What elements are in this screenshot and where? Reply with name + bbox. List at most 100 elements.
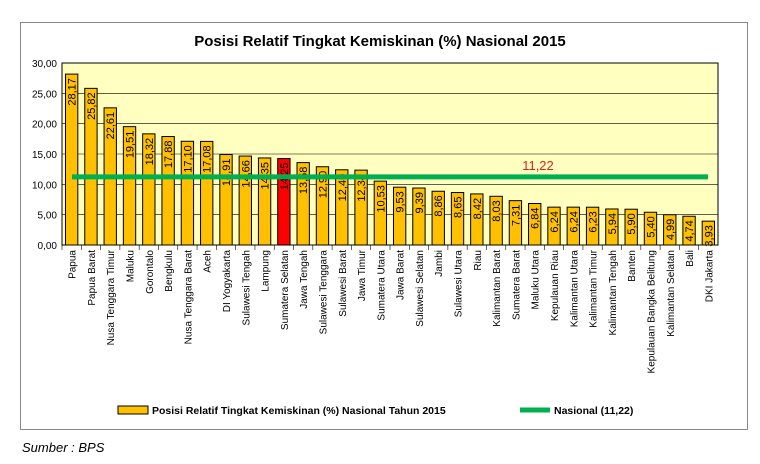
reference-line-label: 11,22	[522, 158, 554, 173]
bar	[335, 169, 349, 246]
x-tick-label: Sulawesi Selatan	[415, 250, 426, 327]
data-label: 8,03	[491, 200, 503, 221]
y-tick-label: 20,00	[32, 120, 57, 131]
y-tick-label: 25,00	[32, 89, 57, 100]
x-tick-label: Jawa Barat	[396, 250, 407, 300]
x-tick-label: Lampung	[261, 250, 272, 292]
bar	[200, 140, 214, 246]
x-tick-label: Jawa Timur	[357, 249, 368, 301]
data-label: 12,34	[356, 174, 368, 202]
bar	[142, 133, 156, 246]
x-tick-label: Sulawesi Barat	[338, 250, 349, 317]
bar	[257, 157, 272, 246]
x-tick-label: Sumatera Barat	[511, 250, 522, 320]
x-tick-label: DKI Jakarta	[704, 250, 715, 303]
bar	[663, 214, 677, 246]
data-label: 8,86	[433, 195, 445, 216]
data-label: 6,23	[588, 211, 600, 232]
data-label: 18,32	[144, 138, 156, 166]
bar	[547, 206, 561, 246]
x-tick-label: DI Yogyakarta	[222, 250, 233, 313]
bar	[412, 187, 426, 246]
bar	[161, 136, 175, 246]
bar	[277, 158, 291, 246]
data-label: 13,58	[298, 167, 310, 195]
data-label: 17,88	[163, 141, 175, 169]
bar	[528, 203, 542, 246]
data-label: 17,10	[182, 145, 194, 173]
y-tick-label: 5,00	[38, 211, 58, 222]
x-tick-label: Nusa Tenggara Timur	[106, 249, 117, 345]
y-tick-label: 30,00	[32, 59, 57, 70]
x-tick-label: Sulawesi Utara	[454, 250, 465, 318]
data-label: 8,42	[472, 198, 484, 219]
bar	[373, 180, 388, 246]
x-tick-label: Kepulauan Bangka Belitung	[646, 250, 657, 373]
x-tick-label: Sulawesi Tenggara	[318, 250, 329, 335]
data-label: 7,31	[510, 205, 522, 226]
data-label: 28,17	[67, 78, 79, 106]
bar	[122, 126, 137, 246]
data-label: 8,65	[453, 197, 465, 218]
y-tick-label: 0,00	[38, 241, 58, 252]
x-tick-label: Sumatera Utara	[376, 250, 387, 321]
bar	[508, 200, 523, 246]
x-tick-label: Papua Barat	[87, 250, 98, 306]
data-label: 14,91	[221, 159, 233, 187]
x-tick-label: Jambi	[434, 250, 445, 277]
data-label: 22,61	[105, 112, 117, 140]
y-tick-label: 15,00	[32, 150, 57, 161]
x-tick-label: Kalimantan Timur	[589, 249, 600, 327]
x-tick-label: Kepulauan Riau	[550, 250, 561, 321]
bar	[489, 195, 503, 246]
x-tick-label: Kalimantan Tengah	[608, 250, 619, 335]
x-tick-label: Sulawesi Tengah	[241, 250, 252, 325]
data-label: 6,24	[568, 211, 580, 232]
data-label: 9,39	[414, 192, 426, 213]
x-tick-label: Maluku Utara	[531, 250, 542, 310]
data-label: 10,53	[375, 185, 387, 213]
x-tick-label: Maluku	[126, 250, 137, 282]
x-tick-label: Aceh	[203, 250, 214, 273]
bar	[296, 162, 310, 246]
data-label: 17,08	[202, 145, 214, 173]
x-tick-label: Sumatera Selatan	[280, 250, 291, 330]
bar	[701, 220, 716, 246]
bar	[84, 87, 98, 246]
x-tick-label: Riau	[473, 250, 484, 271]
data-label: 5,90	[626, 213, 638, 234]
bar	[682, 215, 696, 246]
chart-title: Posisi Relatif Tingkat Kemiskinan (%) Na…	[194, 33, 566, 50]
x-tick-label: Papua	[68, 250, 79, 279]
bar	[470, 193, 484, 246]
legend-bar-swatch	[117, 405, 149, 415]
y-tick-label: 10,00	[32, 180, 57, 191]
x-tick-label: Kalimantan Barat	[492, 250, 503, 327]
bar	[64, 73, 79, 246]
data-label: 5,40	[645, 216, 657, 237]
bar	[450, 192, 465, 246]
x-tick-label: Nusa Tenggara Barat	[183, 250, 194, 345]
data-label: 19,51	[125, 131, 137, 159]
x-tick-label: Bali	[685, 250, 696, 267]
bar	[624, 208, 638, 246]
x-tick-label: Bengkulu	[164, 250, 175, 292]
x-tick-label: Kalimantan Selatan	[666, 250, 677, 337]
x-tick-label: Kalimantan Utara	[569, 250, 580, 328]
data-label: 3,93	[703, 225, 715, 246]
bar	[605, 208, 619, 246]
bar	[585, 206, 600, 246]
source-note: Sumber : BPS	[22, 440, 105, 455]
x-tick-label: Jawa Tengah	[299, 250, 310, 309]
bar	[431, 190, 445, 246]
legend-bar-label: Posisi Relatif Tingkat Kemiskinan (%) Na…	[152, 405, 446, 417]
bar	[566, 206, 580, 246]
data-label: 25,82	[86, 92, 98, 120]
legend-line-label: Nasional (11,22)	[554, 405, 633, 417]
bar	[315, 166, 330, 246]
data-label: 6,24	[549, 211, 561, 232]
data-label: 4,74	[684, 220, 696, 241]
bar	[180, 140, 195, 246]
bar	[354, 169, 368, 246]
